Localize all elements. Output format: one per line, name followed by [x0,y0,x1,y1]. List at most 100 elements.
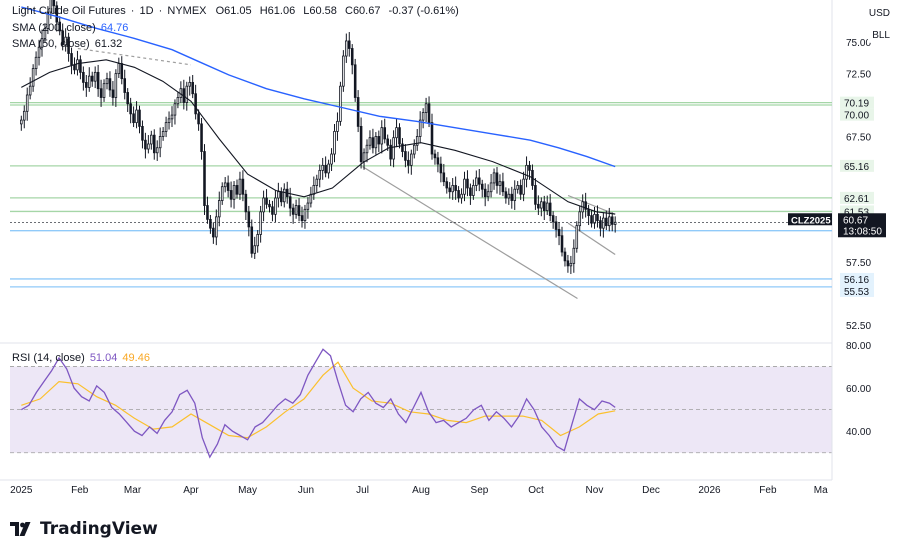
sma50-value: 61.32 [94,38,123,50]
sma200-legend[interactable]: SMA (200, close) 64.76 [12,22,130,34]
candle-body [82,71,85,83]
candle-body [150,134,153,145]
low-label: L [303,5,310,17]
rsi-ma-line [21,361,616,439]
candle-body [294,205,298,215]
level-tag-label: 70.00 [844,111,869,122]
moving-averages [21,6,616,215]
candle-body [52,0,56,7]
candle-body [223,182,227,188]
candle-body [161,131,165,137]
time-tick-label: Sep [471,485,489,496]
candle-body [188,82,192,87]
candle-body [259,211,262,235]
candle-body [371,137,375,149]
horizontal-levels[interactable] [10,101,832,288]
price-axis[interactable]: 52.50 57.50 67.50 72.50 75.00 40.00 60.00 80.00 [846,38,871,438]
candle-body [336,120,339,132]
candle-body [90,75,94,82]
symbol-tag-bg [788,213,832,226]
sma50-label: SMA (50, close) [12,38,90,50]
candle-body [306,202,310,210]
candle-body [197,113,200,125]
candle-body [129,103,132,115]
candle-body [147,143,150,150]
candle-body [244,193,248,213]
rsi-legend[interactable]: RSI (14, close) 51.04 49.46 [12,352,152,364]
candle-body [64,36,67,46]
candle-body [37,46,41,58]
candle-body [495,172,499,186]
currency-button[interactable]: USD [864,6,894,21]
candle-body [475,177,478,186]
price-tick-label: 57.50 [846,258,871,269]
candle-body [572,247,576,264]
candle-body [599,220,602,229]
candle-body [327,163,330,174]
candle-body [430,122,434,155]
candle-body [516,185,519,190]
level-tag-label: 62.61 [844,194,869,205]
candle-body [522,178,525,195]
candle-body [551,215,555,223]
candle-body [445,181,449,189]
candle-body [513,188,517,201]
time-axis[interactable]: 2025 Feb Mar Apr May Jun Jul Aug Sep Oct Nov Dec 202… [0,479,832,496]
price-tag-value: 60.67 [843,215,868,226]
candle-body [566,260,570,267]
rsi-value: 51.04 [89,352,118,364]
candle-body [256,234,259,247]
candle-body [235,185,239,195]
candle-body [407,159,410,166]
price-tick-label: 75.00 [846,38,871,49]
time-tick-label: Feb [759,485,777,496]
candle-body [85,82,88,88]
candle-body [123,78,127,93]
candle-body [548,202,552,217]
candle-body [203,151,206,206]
candle-body [114,73,118,98]
candle-body [297,205,301,217]
candle-body [99,88,103,98]
candle-body [61,30,64,46]
candle-body [498,181,502,186]
candle-body [55,5,59,23]
candle-body [602,217,605,229]
level-tag-label: 70.19 [844,99,869,110]
candle-body [540,201,543,209]
candle-body [596,213,599,222]
candle-body [389,144,392,160]
unit-button[interactable]: BLL [868,28,894,43]
candle-body [164,122,168,132]
candle-body [79,59,82,73]
candle-body [610,216,614,225]
candle-body [315,178,319,186]
tradingview-logo[interactable]: TradingView [10,519,158,539]
candle-body [58,21,62,32]
trendline [77,47,192,66]
candle-body [401,143,404,152]
symbol-legend[interactable]: Light Crude Oil Futures · 1D · NYMEX O61… [12,5,461,17]
time-tick-label: Jul [356,485,369,496]
symbol-tag: CLZ2025 [791,215,831,226]
candle-body [439,163,443,174]
candle-body [545,202,549,211]
candle-body [111,89,115,98]
time-tick-label: Nov [586,485,604,496]
sma200-line [21,6,616,168]
candle-body [34,56,38,69]
candle-body [253,245,257,254]
close-label: C [344,5,353,17]
time-tick-label: Oct [528,485,544,496]
candle-body [22,110,26,121]
sma50-legend[interactable]: SMA (50, close) 61.32 [12,38,124,50]
candle-body [483,188,487,198]
candle-body [126,92,129,105]
symbol-name: Light Crude Oil Futures [12,5,126,17]
candle-body [265,197,268,205]
price-tag-bg [838,213,886,238]
rsi-tick-label: 60.00 [846,384,871,395]
candle-body [20,119,23,125]
candle-body [415,136,419,146]
